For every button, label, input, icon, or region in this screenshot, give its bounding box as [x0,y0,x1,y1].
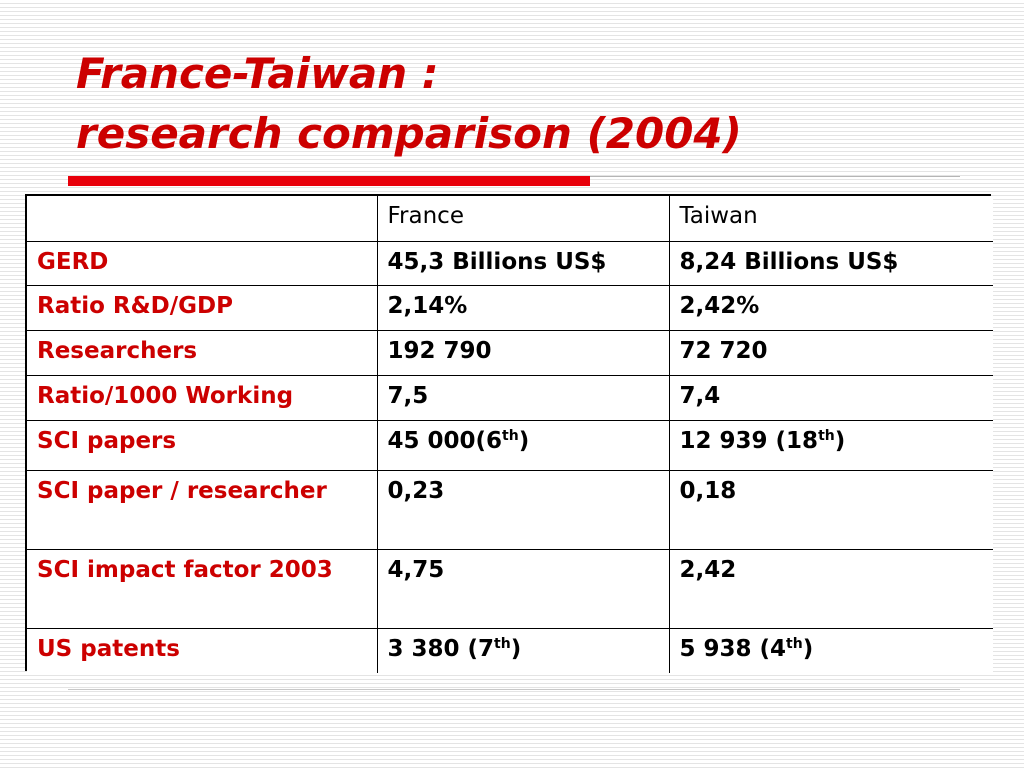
france-value: 45,3 Billions US$ [376,240,670,286]
footer-divider [68,689,960,690]
france-value-text: 3 380 (7 [387,635,495,662]
table-row: US patents 3 380 (7th) 5 938 (4th) [27,627,993,673]
table-row: Ratio R&D/GDP 2,14% 2,42% [27,284,993,331]
table-row: Researchers 192 790 72 720 [27,329,993,376]
taiwan-value-close: ) [834,427,846,454]
taiwan-value: 2,42% [668,284,993,331]
france-value-close: ) [510,635,522,662]
france-value: 45 000(6th) [376,419,670,471]
taiwan-value: 5 938 (4th) [668,627,993,673]
slide-title-line-2: research comparison (2004) [76,109,742,158]
table-row: SCI impact factor 2003 4,75 2,42 [27,548,993,629]
taiwan-value: 72 720 [668,329,993,376]
row-label: SCI impact factor 2003 [27,548,378,629]
comparison-table-frame: France Taiwan GERD 45,3 Billions US$ 8,2… [25,194,993,673]
table-row: GERD 45,3 Billions US$ 8,24 Billions US$ [27,240,993,286]
france-value: 7,5 [376,374,670,421]
taiwan-value-text: 12 939 (18 [679,427,819,454]
taiwan-value: 8,24 Billions US$ [668,240,993,286]
france-value-text: 45 000(6 [387,427,503,454]
france-value: 2,14% [376,284,670,331]
header-taiwan: Taiwan [668,196,993,242]
france-value-close: ) [518,427,530,454]
comparison-table: France Taiwan GERD 45,3 Billions US$ 8,2… [27,196,993,673]
taiwan-value: 7,4 [668,374,993,421]
ordinal-suffix: th [494,635,511,652]
france-value: 192 790 [376,329,670,376]
row-label: Ratio R&D/GDP [27,284,378,331]
ordinal-suffix: th [502,427,519,444]
table-row: SCI papers 45 000(6th) 12 939 (18th) [27,419,993,471]
row-label: SCI paper / researcher [27,469,378,550]
taiwan-value: 0,18 [668,469,993,550]
slide-title-line-1: France-Taiwan : [76,49,439,98]
slide-title: France-Taiwan : research comparison (200… [76,44,976,164]
ordinal-suffix: th [786,635,803,652]
row-label: Ratio/1000 Working [27,374,378,421]
france-value: 4,75 [376,548,670,629]
taiwan-value-close: ) [802,635,814,662]
title-underline-gray [590,176,960,177]
header-empty-cell [27,196,378,242]
header-france: France [376,196,670,242]
table-row: SCI paper / researcher 0,23 0,18 [27,469,993,550]
taiwan-value-text: 5 938 (4 [679,635,787,662]
table-header-row: France Taiwan [27,196,993,242]
taiwan-value: 12 939 (18th) [668,419,993,471]
row-label: US patents [27,627,378,673]
france-value: 3 380 (7th) [376,627,670,673]
row-label: Researchers [27,329,378,376]
row-label: SCI papers [27,419,378,471]
table-row: Ratio/1000 Working 7,5 7,4 [27,374,993,421]
title-underline-red [68,176,590,186]
ordinal-suffix: th [818,427,835,444]
france-value: 0,23 [376,469,670,550]
taiwan-value: 2,42 [668,548,993,629]
row-label: GERD [27,240,378,286]
